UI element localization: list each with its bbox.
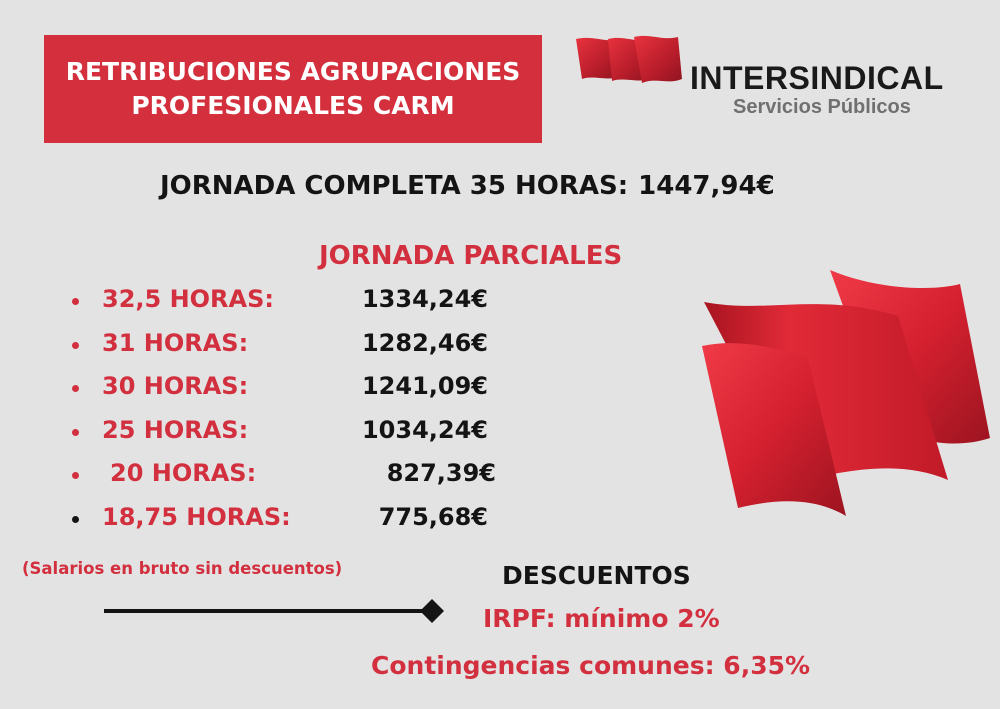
rate-amount: 1034,24€ xyxy=(361,415,488,444)
intersindical-logo-flag-icon xyxy=(576,35,682,83)
partial-rates-list: 32,5 HORAS: 1334,24€ 31 HORAS: 1282,46€ … xyxy=(70,283,540,544)
full-time-label: JORNADA COMPLETA 35 HORAS: xyxy=(160,171,629,201)
rate-amount: 1334,24€ xyxy=(361,285,488,313)
rate-row: 30 HORAS: 1241,09€ xyxy=(70,370,540,414)
rate-row: 31 HORAS: 1282,46€ xyxy=(70,327,540,371)
bullet-icon xyxy=(72,472,79,479)
discounts-heading: DESCUENTOS xyxy=(502,561,691,590)
rate-hours: 25 HORAS: xyxy=(102,415,249,444)
rate-amount: 1282,46€ xyxy=(361,328,488,357)
title-line-2: PROFESIONALES CARM xyxy=(131,91,455,120)
rate-row: 32,5 HORAS: 1334,24€ xyxy=(70,283,540,327)
red-waving-flag-icon xyxy=(702,270,990,516)
gross-salary-note: (Salarios en bruto sin descuentos) xyxy=(22,559,343,578)
rate-amount: 827,39€ xyxy=(386,459,496,487)
rate-hours: 32,5 HORAS: xyxy=(102,285,274,313)
bullet-icon xyxy=(72,385,79,392)
rate-amount: 1241,09€ xyxy=(361,372,488,400)
rate-row: 25 HORAS: 1034,24€ xyxy=(70,414,540,458)
bullet-icon xyxy=(72,515,79,523)
title-banner: RETRIBUCIONES AGRUPACIONES PROFESIONALES… xyxy=(44,35,542,143)
rate-hours: 30 HORAS: xyxy=(102,372,249,400)
contingencias-discount: Contingencias comunes: 6,35% xyxy=(371,651,811,680)
full-time-salary: JORNADA COMPLETA 35 HORAS: 1447,94€ xyxy=(160,171,775,201)
rate-row: 18,75 HORAS: 775,68€ xyxy=(70,501,540,545)
bullet-icon xyxy=(72,341,79,349)
full-time-value: 1447,94€ xyxy=(638,171,775,201)
rate-hours: 31 HORAS: xyxy=(102,328,249,357)
arrow-connector xyxy=(104,599,444,623)
partials-heading: JORNADA PARCIALES xyxy=(319,241,623,271)
logo-name: INTERSINDICAL xyxy=(690,60,944,96)
bullet-icon xyxy=(72,298,79,305)
rate-amount: 775,68€ xyxy=(378,502,488,531)
bullet-icon xyxy=(72,428,79,436)
logo-subtitle: Servicios Públicos xyxy=(733,96,911,118)
rate-hours: 18,75 HORAS: xyxy=(102,502,291,531)
title-line-1: RETRIBUCIONES AGRUPACIONES xyxy=(65,56,521,86)
irpf-discount: IRPF: mínimo 2% xyxy=(483,604,720,633)
rate-hours: 20 HORAS: xyxy=(110,459,257,487)
rate-row: 20 HORAS: 827,39€ xyxy=(70,457,540,501)
